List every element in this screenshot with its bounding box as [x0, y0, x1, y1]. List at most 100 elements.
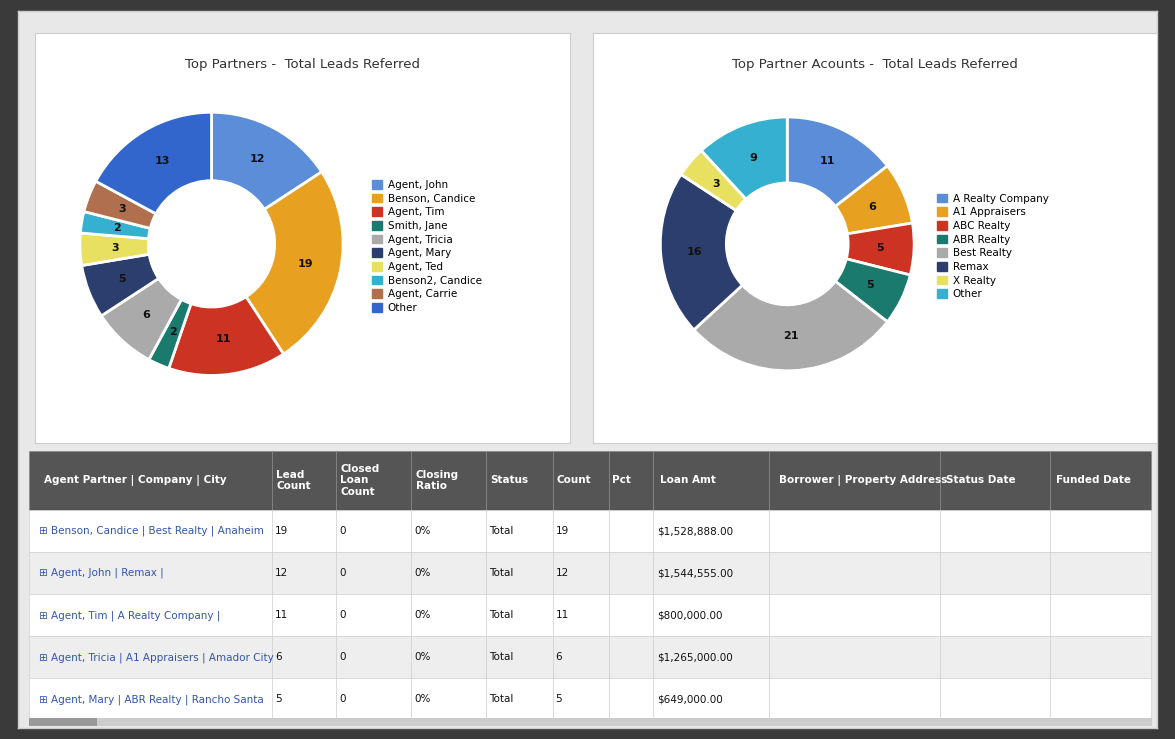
Text: Loan Amt: Loan Amt: [660, 475, 716, 486]
Text: Closed
Loan
Count: Closed Loan Count: [341, 464, 380, 497]
Text: Total: Total: [489, 568, 513, 578]
Bar: [273, 678, 336, 721]
Text: 6: 6: [275, 653, 282, 662]
Wedge shape: [80, 233, 149, 265]
Text: Status: Status: [490, 475, 529, 486]
Bar: [768, 451, 940, 510]
Text: 19: 19: [556, 526, 569, 537]
Wedge shape: [835, 259, 911, 321]
Legend: A Realty Company, A1 Appraisers, ABC Realty, ABR Realty, Best Realty, Remax, X R: A Realty Company, A1 Appraisers, ABC Rea…: [936, 194, 1048, 299]
Bar: [273, 552, 336, 594]
Bar: [653, 594, 768, 636]
Wedge shape: [149, 299, 192, 368]
Bar: [29, 510, 273, 552]
Legend: Agent, John, Benson, Candice, Agent, Tim, Smith, Jane, Agent, Tricia, Agent, Mar: Agent, John, Benson, Candice, Agent, Tim…: [372, 180, 482, 313]
Text: Total: Total: [489, 610, 513, 620]
Text: ⊞ Agent, Tim | A Realty Company |: ⊞ Agent, Tim | A Realty Company |: [39, 610, 221, 621]
Bar: [768, 510, 940, 552]
Bar: [768, 594, 940, 636]
Bar: [29, 594, 273, 636]
Text: Closing
Ratio: Closing Ratio: [416, 470, 458, 491]
Bar: [486, 552, 553, 594]
Text: $800,000.00: $800,000.00: [658, 610, 723, 620]
Bar: [411, 636, 486, 678]
Bar: [411, 451, 486, 510]
Wedge shape: [660, 174, 743, 330]
Wedge shape: [95, 112, 212, 214]
Bar: [609, 678, 653, 721]
Bar: [609, 451, 653, 510]
Text: Lead
Count: Lead Count: [276, 470, 310, 491]
Text: 13: 13: [155, 157, 170, 166]
Text: 12: 12: [556, 568, 569, 578]
Bar: [768, 636, 940, 678]
Bar: [1049, 594, 1152, 636]
Bar: [653, 678, 768, 721]
Bar: [273, 636, 336, 678]
Text: 3: 3: [713, 179, 720, 189]
Bar: [653, 552, 768, 594]
Text: 11: 11: [556, 610, 569, 620]
Text: 0%: 0%: [414, 568, 430, 578]
Bar: [29, 636, 273, 678]
Bar: [29, 678, 273, 721]
Bar: [609, 552, 653, 594]
Text: 5: 5: [275, 695, 282, 704]
Bar: [553, 594, 609, 636]
Text: Partner Analysis: Partner Analysis: [40, 36, 187, 54]
Bar: [29, 718, 96, 726]
Text: 6: 6: [868, 202, 877, 211]
Text: 12: 12: [275, 568, 288, 578]
Wedge shape: [212, 112, 322, 209]
Text: Pct: Pct: [611, 475, 631, 486]
Text: Total: Total: [489, 526, 513, 537]
Text: ⊞ Benson, Candice | Best Realty | Anaheim: ⊞ Benson, Candice | Best Realty | Anahei…: [39, 526, 264, 537]
Bar: [486, 594, 553, 636]
Text: 5: 5: [119, 273, 126, 284]
Bar: [411, 594, 486, 636]
Text: 19: 19: [275, 526, 288, 537]
Text: Total: Total: [489, 695, 513, 704]
Text: 0: 0: [338, 695, 345, 704]
Bar: [768, 678, 940, 721]
Wedge shape: [846, 223, 914, 275]
Text: 0%: 0%: [414, 695, 430, 704]
Text: 21: 21: [784, 331, 799, 341]
Text: Top Partner Acounts -  Total Leads Referred: Top Partner Acounts - Total Leads Referr…: [732, 58, 1019, 71]
Wedge shape: [101, 279, 181, 360]
Text: 0%: 0%: [414, 653, 430, 662]
Bar: [336, 636, 411, 678]
Bar: [553, 552, 609, 594]
Bar: [609, 594, 653, 636]
Text: Funded Date: Funded Date: [1056, 475, 1130, 486]
Wedge shape: [83, 181, 156, 228]
Bar: [336, 678, 411, 721]
Bar: [486, 636, 553, 678]
Bar: [553, 510, 609, 552]
Bar: [553, 451, 609, 510]
Text: 16: 16: [687, 247, 703, 256]
Wedge shape: [835, 166, 913, 234]
Bar: [486, 510, 553, 552]
Text: ⊞ Agent, Tricia | A1 Appraisers | Amador City: ⊞ Agent, Tricia | A1 Appraisers | Amador…: [39, 652, 274, 663]
Text: Agent Partner | Company | City: Agent Partner | Company | City: [43, 475, 227, 486]
Bar: [411, 678, 486, 721]
Text: 2: 2: [113, 223, 121, 233]
Text: 11: 11: [275, 610, 288, 620]
Bar: [336, 510, 411, 552]
Bar: [273, 451, 336, 510]
Bar: [940, 678, 1049, 721]
Bar: [553, 678, 609, 721]
Bar: [1049, 678, 1152, 721]
Bar: [609, 510, 653, 552]
Bar: [940, 594, 1049, 636]
Bar: [653, 636, 768, 678]
Text: 5: 5: [867, 279, 874, 290]
Bar: [940, 636, 1049, 678]
Text: 0: 0: [338, 653, 345, 662]
Text: 2: 2: [169, 327, 176, 337]
Bar: [411, 510, 486, 552]
Text: 6: 6: [556, 653, 563, 662]
Text: 19: 19: [297, 259, 314, 268]
Wedge shape: [787, 117, 887, 206]
